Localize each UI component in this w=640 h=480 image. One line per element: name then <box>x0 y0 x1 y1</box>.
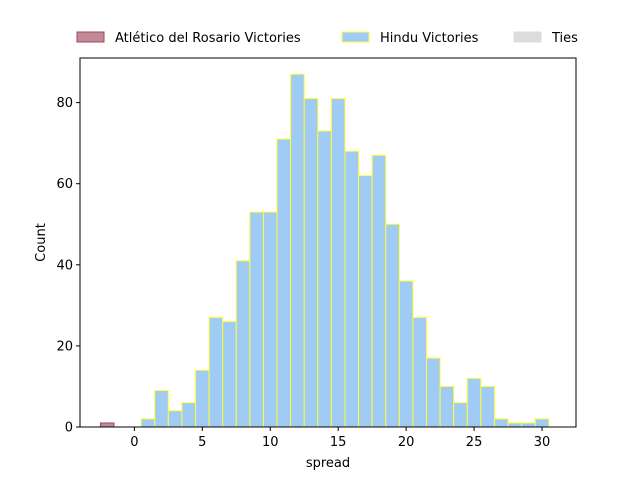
x-axis-label: spread <box>306 456 350 471</box>
bar-2-23 <box>439 385 455 428</box>
bar-2-11 <box>276 138 292 428</box>
bar-2-13 <box>303 98 319 428</box>
x-tick-label: 30 <box>534 435 551 450</box>
x-tick-label: 0 <box>130 435 138 450</box>
bar-2-26 <box>480 385 495 428</box>
y-tick-label: 20 <box>56 339 73 354</box>
legend-swatch <box>76 31 105 43</box>
bar-2-18 <box>371 154 387 428</box>
bar-2-15 <box>330 98 346 428</box>
x-tick-label: 10 <box>262 435 279 450</box>
bar-2-28 <box>507 422 523 428</box>
x-tick-label: 25 <box>466 435 483 450</box>
x-tick-label: 15 <box>330 435 347 450</box>
legend-swatch <box>513 31 542 43</box>
bar-2-22 <box>426 357 441 428</box>
x-axis: 0 5 10 15 20 25 30 <box>130 427 550 450</box>
bar-2-25 <box>466 377 482 428</box>
bar-2-20 <box>398 280 414 428</box>
bar-2-10 <box>262 211 278 428</box>
bar-2-8 <box>235 260 251 428</box>
plot-area-frame <box>79 57 577 428</box>
y-tick-label: 40 <box>56 258 73 273</box>
bar-2-24 <box>453 402 468 428</box>
y-axis: 0 20 40 60 80 <box>56 96 80 436</box>
bar-2-4 <box>181 402 197 428</box>
bar-2-16 <box>344 150 360 428</box>
bars-layer <box>99 73 550 428</box>
bar-2-27 <box>493 418 509 428</box>
bar-2-21 <box>412 317 428 428</box>
bar-2-12 <box>290 73 305 428</box>
bar-2-17 <box>358 175 373 428</box>
y-tick-label: 0 <box>65 421 73 436</box>
bar-2-5 <box>195 369 210 428</box>
y-tick-label: 80 <box>56 96 73 111</box>
bar-2-9 <box>249 211 264 428</box>
legend-label: Ties <box>551 31 578 46</box>
bar-2-7 <box>222 321 237 428</box>
bar-2-30 <box>534 418 550 428</box>
x-tick-label: 20 <box>398 435 415 450</box>
bar-2-29 <box>521 422 536 428</box>
legend-swatch <box>341 31 370 43</box>
bar-2-19 <box>385 223 400 428</box>
legend: Atlético del Rosario Victories Hindu Vict… <box>76 31 578 46</box>
y-tick-label: 60 <box>56 177 73 192</box>
x-tick-label: 5 <box>198 435 206 450</box>
bar-2-2 <box>154 390 169 428</box>
bar-2-1 <box>140 418 156 428</box>
y-axis-label: Count <box>34 223 49 262</box>
bar-2-14 <box>317 130 332 428</box>
legend-label: Atlético del Rosario Victories <box>115 31 301 46</box>
bar-2-3 <box>167 410 183 428</box>
bar-1-1 <box>99 422 115 428</box>
bar-2-6 <box>208 317 224 428</box>
legend-label: Hindu Victories <box>380 31 479 46</box>
